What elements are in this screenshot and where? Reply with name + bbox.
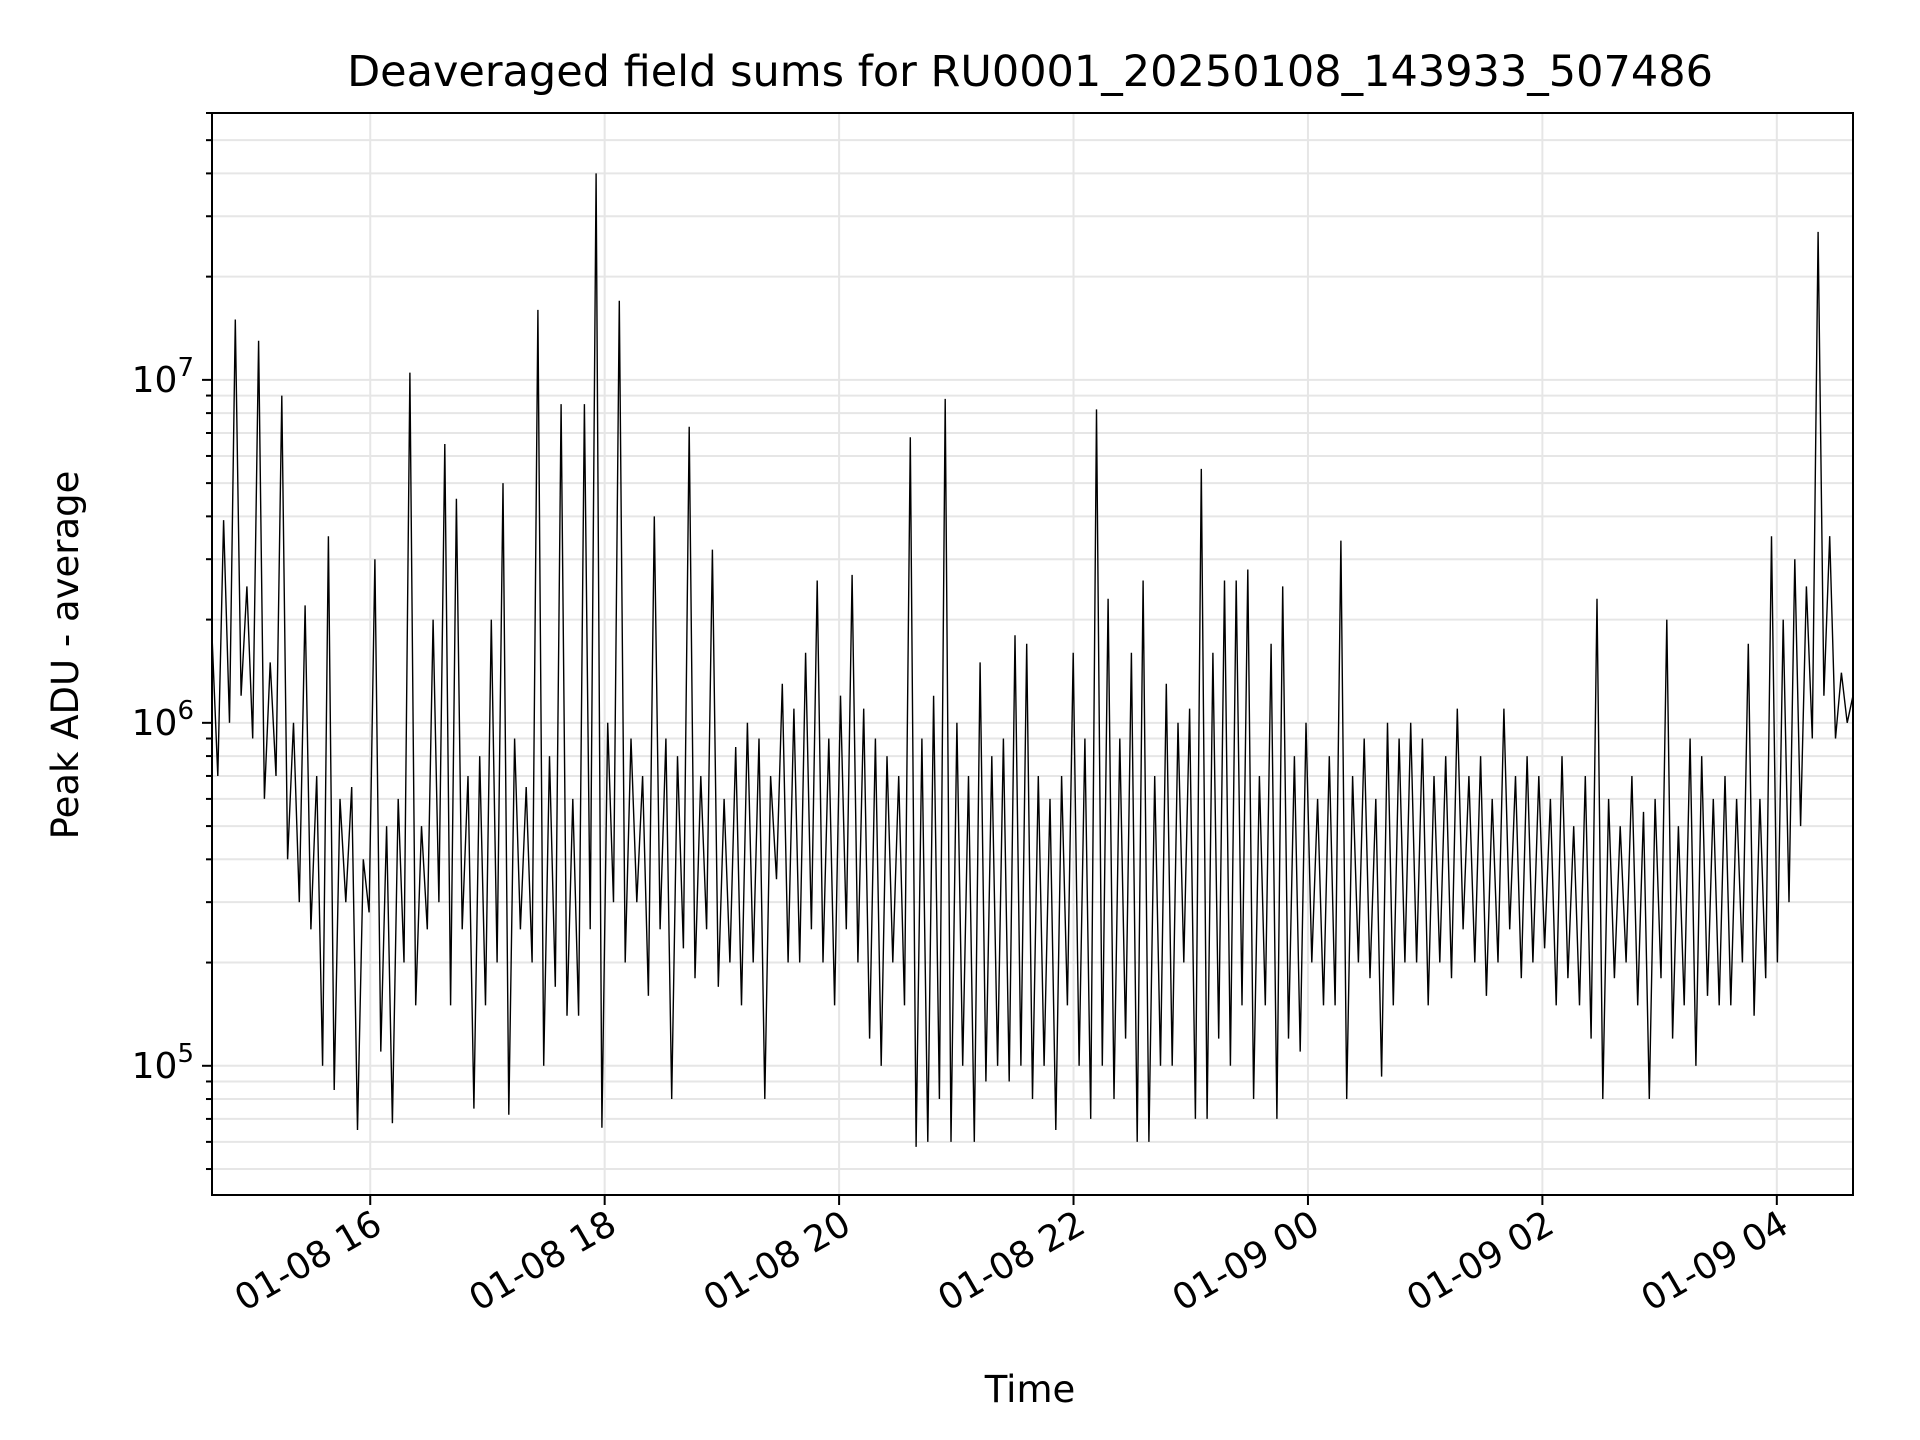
- x-tick-label: 01-09 02: [1400, 1203, 1561, 1319]
- y-tick-label: 106: [132, 696, 194, 744]
- x-axis: 01-08 16 01-08 18 01-08 20 01-08 22 01-09 00…: [228, 1195, 1795, 1320]
- series-layer: [211, 173, 1854, 1147]
- y-tick-label: 105: [132, 1039, 194, 1087]
- plot-frame: [211, 112, 1854, 1196]
- x-tick-label: 01-09 04: [1635, 1203, 1796, 1319]
- chart-title: Deaveraged field sums for RU0001_2025010…: [347, 47, 1713, 97]
- x-tick-label: 01-08 22: [931, 1203, 1092, 1319]
- x-tick-label: 01-09 00: [1166, 1203, 1327, 1319]
- x-tick-label: 01-08 16: [228, 1203, 389, 1319]
- x-tick-label: 01-08 18: [462, 1203, 623, 1319]
- y-axis-label: Peak ADU - average: [44, 471, 87, 840]
- x-axis-label: Time: [984, 1368, 1076, 1411]
- y-axis: 105 106 107: [132, 112, 212, 1171]
- series-line-0: [211, 173, 1854, 1147]
- x-tick-label: 01-08 20: [697, 1203, 858, 1319]
- y-tick-label: 107: [132, 353, 194, 401]
